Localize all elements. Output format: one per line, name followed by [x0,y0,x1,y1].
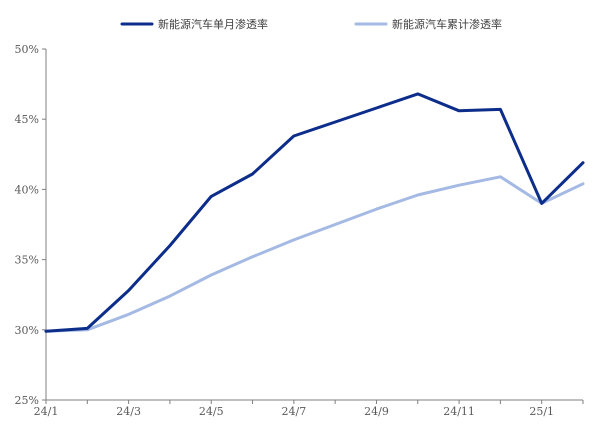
y-tick-label: 50% [15,43,39,56]
legend-item-cumulative: 新能源汽车累计渗透率 [354,17,502,31]
y-axis: 25% 30% 35% 40% 45% 50% [15,43,47,407]
x-tick-label: 24/3 [116,405,141,418]
series-layer [44,92,585,333]
y-tick-label: 35% [15,254,39,267]
legend-label: 新能源汽车累计渗透率 [392,17,502,31]
x-tick-label: 24/1 [34,405,59,418]
y-tick-label: 45% [15,113,39,126]
legend-item-monthly: 新能源汽车单月渗透率 [120,17,268,31]
y-tick-label: 25% [15,394,39,407]
series-line-monthly [44,92,585,333]
x-tick-label: 24/11 [443,405,475,418]
legend-label: 新能源汽车单月渗透率 [158,17,268,31]
y-tick-label: 40% [15,183,39,196]
legend: 新能源汽车单月渗透率 新能源汽车累计渗透率 [120,17,502,31]
series-line-cumulative [44,175,585,333]
x-tick-label: 24/9 [364,405,389,418]
x-tick-label: 24/5 [199,405,224,418]
x-tick-label: 24/7 [281,405,306,418]
x-axis: 24/1 24/3 24/5 24/7 24/9 24/11 25/1 [34,399,584,418]
x-tick-label: 25/1 [529,405,554,418]
y-tick-label: 30% [15,324,39,337]
